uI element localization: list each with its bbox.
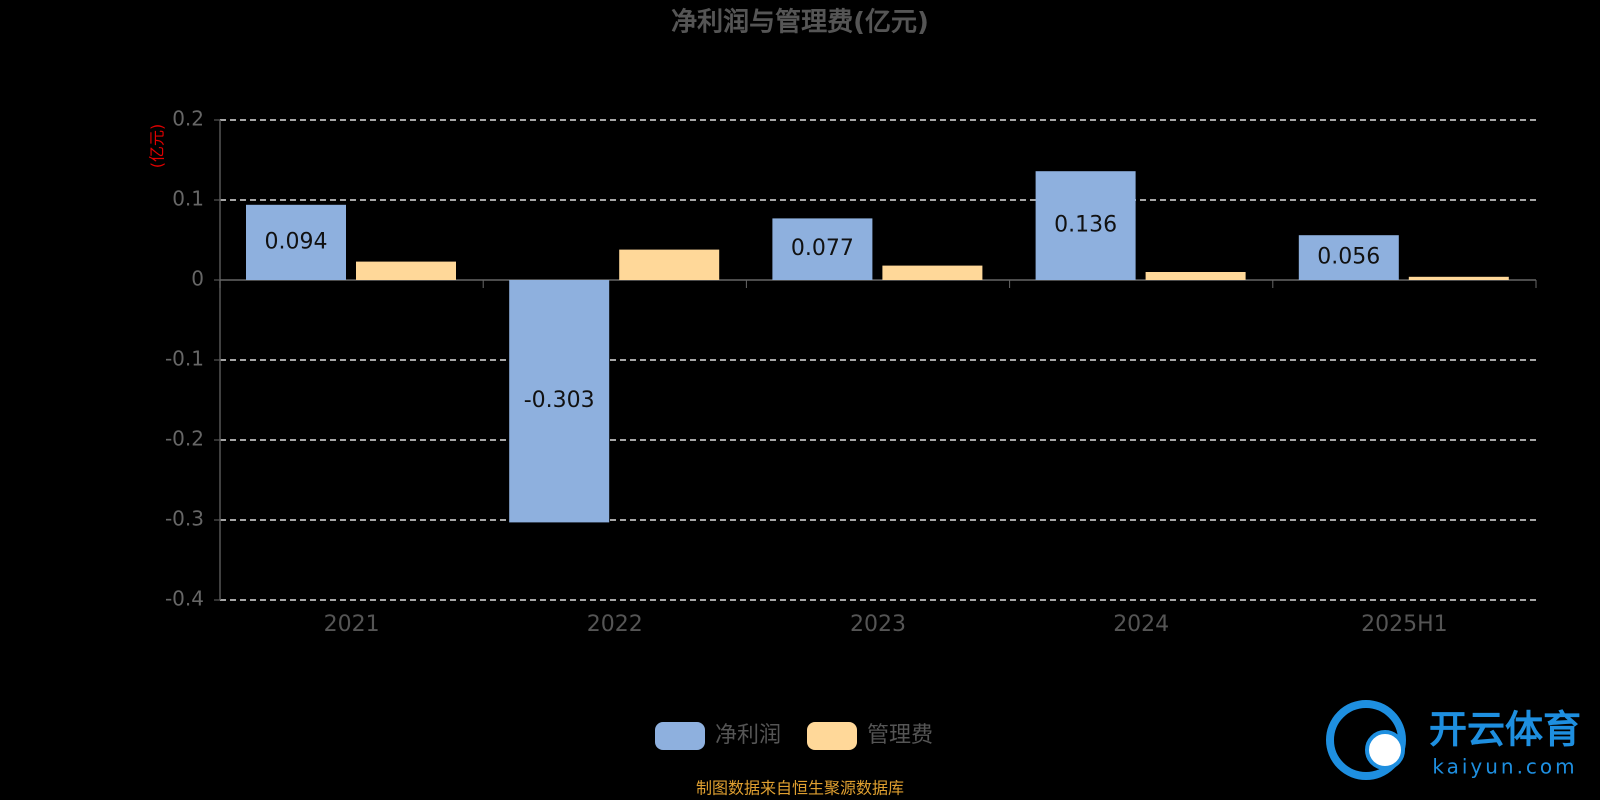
bar [1298, 235, 1399, 280]
bar [1145, 272, 1246, 280]
bar [356, 261, 456, 280]
y-tick-label: -0.1 [165, 347, 204, 371]
y-tick-label: 0.2 [172, 107, 204, 131]
source-note: 制图数据来自恒生聚源数据库 [696, 779, 904, 798]
bar [246, 204, 346, 280]
watermark-ball [1365, 730, 1405, 770]
data-label: 0.077 [791, 236, 854, 261]
bar [1408, 276, 1509, 280]
x-tick-label: 2024 [1113, 612, 1169, 637]
legend-label: 管理费 [867, 723, 933, 748]
x-tick-label: 2025H1 [1361, 612, 1448, 637]
watermark: 开云体育 kaiyun.com [1326, 700, 1581, 780]
data-label: -0.303 [524, 388, 595, 413]
bar [509, 280, 610, 523]
legend-label: 净利润 [715, 723, 781, 748]
watermark-name: 开云体育 [1429, 708, 1581, 752]
data-label: 0.136 [1054, 213, 1117, 238]
bar [882, 265, 983, 280]
legend-swatch [807, 722, 857, 750]
y-tick-label: -0.4 [165, 587, 204, 611]
y-tick-label: 0 [191, 267, 204, 291]
chart-title: 净利润与管理费(亿元) [671, 7, 929, 38]
x-tick-label: 2021 [324, 612, 380, 637]
y-tick-label: -0.3 [165, 507, 204, 531]
bar [772, 218, 873, 280]
bar [619, 249, 720, 280]
y-tick-label: 0.1 [172, 187, 204, 211]
legend-swatch [655, 722, 705, 750]
x-tick-label: 2022 [587, 612, 643, 637]
x-tick-label: 2023 [850, 612, 906, 637]
data-label: 0.056 [1317, 245, 1380, 270]
bar [1035, 171, 1136, 280]
watermark-url: kaiyun.com [1432, 755, 1577, 779]
data-label: 0.094 [265, 229, 328, 254]
y-axis-label: (亿元) [148, 124, 167, 169]
y-tick-label: -0.2 [165, 427, 204, 451]
